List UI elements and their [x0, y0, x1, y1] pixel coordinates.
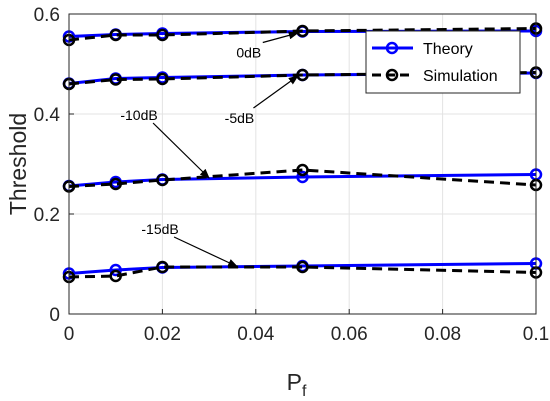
x-axis-title-main: P	[287, 369, 302, 395]
annotations: 0dB -5dB -10dB -15dB	[120, 31, 299, 268]
data-point	[109, 73, 122, 86]
legend-theory-label: Theory	[423, 41, 473, 58]
axis-ticks: 0 0.02 0.04 0.06 0.08 0.1 0 0.2 0.4 0.6	[34, 5, 550, 345]
annotation-arrow	[152, 122, 210, 179]
y-tick-label: 0.4	[34, 105, 61, 126]
data-point	[109, 263, 122, 277]
data-point	[296, 68, 309, 82]
data-point	[156, 28, 169, 42]
annotation-label: 0dB	[236, 45, 261, 61]
data-point	[156, 260, 169, 274]
annotation-arrow	[253, 75, 299, 109]
annotation-arrow	[173, 236, 239, 268]
legend-simulation-marker	[385, 68, 399, 82]
series-line	[68, 27, 537, 42]
data-point	[109, 28, 122, 42]
x-tick-label: 0.04	[237, 324, 274, 345]
data-point	[109, 177, 122, 191]
annotation-arrow	[262, 31, 299, 44]
y-axis-title: Threshold	[5, 113, 31, 215]
legend-theory-marker	[385, 41, 399, 55]
legend: Theory Simulation	[365, 30, 521, 94]
data-point	[109, 269, 122, 283]
legend-box	[365, 30, 521, 94]
x-tick-label: 0.06	[331, 324, 368, 345]
x-axis-title-subscript: f	[302, 383, 307, 400]
data-point	[296, 170, 309, 184]
series-line	[68, 168, 537, 188]
y-tick-label: 0	[49, 305, 60, 326]
y-tick-label: 0.6	[34, 5, 60, 26]
data-point	[156, 173, 169, 187]
series-line	[68, 262, 537, 275]
data-point	[296, 260, 309, 274]
x-tick-label: 0	[64, 324, 75, 345]
legend-simulation-label: Simulation	[423, 68, 498, 85]
data-point	[156, 72, 169, 86]
data-point	[296, 163, 309, 177]
series-line	[68, 265, 537, 279]
plot-frame	[68, 13, 537, 315]
x-tick-label: 0.1	[523, 324, 549, 345]
x-tick-label: 0.02	[144, 324, 181, 345]
data-point	[296, 24, 309, 38]
annotation-label: -10dB	[120, 107, 157, 123]
y-tick-label: 0.2	[34, 205, 60, 226]
annotation-label: -15dB	[141, 221, 178, 237]
x-tick-label: 0.08	[424, 324, 461, 345]
annotation-label: -5dB	[225, 110, 255, 126]
x-axis-title: Pf	[287, 369, 307, 400]
